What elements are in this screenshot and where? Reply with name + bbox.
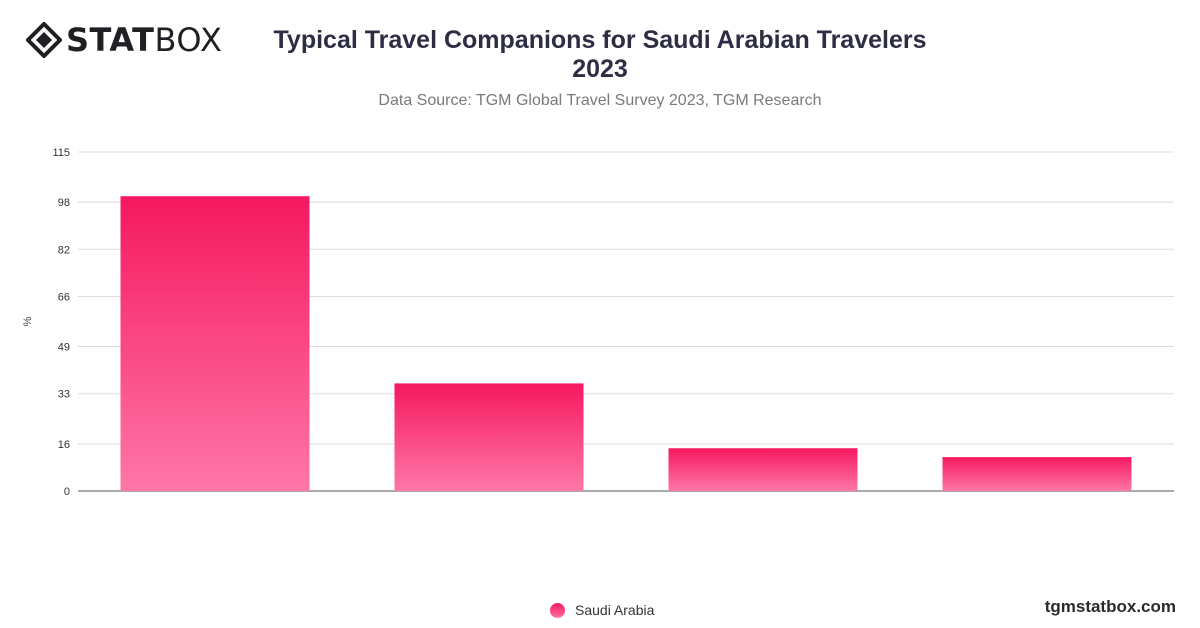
statbox-logo: STATBOX [26, 22, 222, 58]
bar[interactable] [942, 457, 1132, 491]
y-tick-label: 16 [58, 439, 70, 451]
y-tick-label: 98 [58, 197, 70, 209]
y-axis-ticks: 0 16 33 49 66 82 98 115 [52, 147, 70, 498]
y-tick-label: 33 [58, 389, 70, 401]
legend-marker-icon [550, 602, 565, 618]
y-tick-label: 0 [64, 486, 70, 498]
chart-title-line2: 2023 [572, 55, 628, 83]
y-tick-label: 82 [58, 244, 70, 256]
legend[interactable]: Saudi Arabia [550, 602, 654, 618]
bars [120, 196, 1132, 491]
bar[interactable] [120, 196, 310, 491]
y-axis-label: % [22, 316, 34, 326]
chart-title-line1: Typical Travel Companions for Saudi Arab… [273, 26, 927, 54]
bar[interactable] [394, 383, 584, 491]
statbox-diamond-icon [26, 22, 62, 58]
logo-text: STATBOX [66, 21, 223, 59]
legend-label: Saudi Arabia [575, 602, 655, 618]
watermark: tgmstatbox.com [1044, 597, 1176, 616]
y-tick-label: 66 [58, 291, 70, 303]
bar[interactable] [668, 448, 858, 491]
chart-subtitle: Data Source: TGM Global Travel Survey 20… [378, 92, 822, 109]
y-tick-label: 115 [52, 147, 70, 159]
y-tick-label: 49 [58, 342, 70, 354]
chart-title: Typical Travel Companions for Saudi Arab… [0, 26, 1200, 84]
